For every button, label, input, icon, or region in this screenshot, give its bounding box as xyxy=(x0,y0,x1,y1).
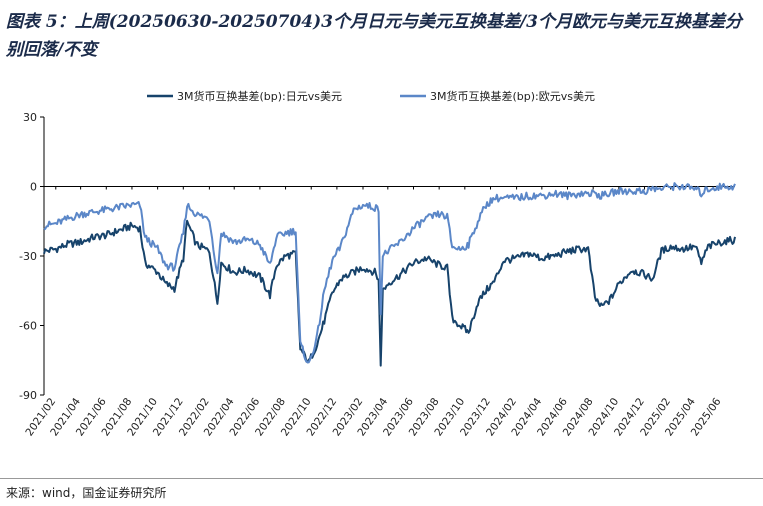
legend-label: 3M货币互换基差(bp):欧元vs美元 xyxy=(430,89,595,103)
y-tick-label: -60 xyxy=(19,320,37,333)
series-line xyxy=(43,219,736,367)
series-layer xyxy=(43,182,736,367)
chart-title: 图表 5：上周(20250630-20250704)3个月日元与美元互换基差/3… xyxy=(6,12,743,60)
y-axis: 30 0 -30 -60 -90 xyxy=(19,111,45,402)
y-tick-label: 30 xyxy=(23,111,37,124)
y-tick-label: 0 xyxy=(30,181,37,194)
legend-label: 3M货币互换基差(bp):日元vs美元 xyxy=(177,89,342,103)
series-line xyxy=(43,182,736,364)
footer-divider xyxy=(0,478,763,479)
y-tick-label: -90 xyxy=(19,389,37,402)
line-chart: 3M货币互换基差(bp):日元vs美元 3M货币互换基差(bp):欧元vs美元 3… xyxy=(19,89,736,438)
legend: 3M货币互换基差(bp):日元vs美元 3M货币互换基差(bp):欧元vs美元 xyxy=(147,89,595,103)
y-tick-label: -30 xyxy=(19,250,37,263)
source-note: 来源：wind，国金证券研究所 xyxy=(6,486,167,500)
